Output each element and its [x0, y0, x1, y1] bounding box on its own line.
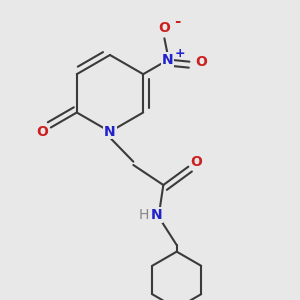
Text: O: O	[158, 21, 170, 35]
Text: O: O	[36, 125, 48, 140]
Text: +: +	[175, 47, 186, 60]
Text: O: O	[191, 155, 203, 169]
Text: -: -	[174, 14, 180, 29]
Text: N: N	[104, 125, 116, 139]
Text: N: N	[162, 53, 173, 67]
Text: N: N	[151, 208, 163, 222]
Text: H: H	[138, 208, 148, 222]
Text: O: O	[195, 55, 207, 69]
